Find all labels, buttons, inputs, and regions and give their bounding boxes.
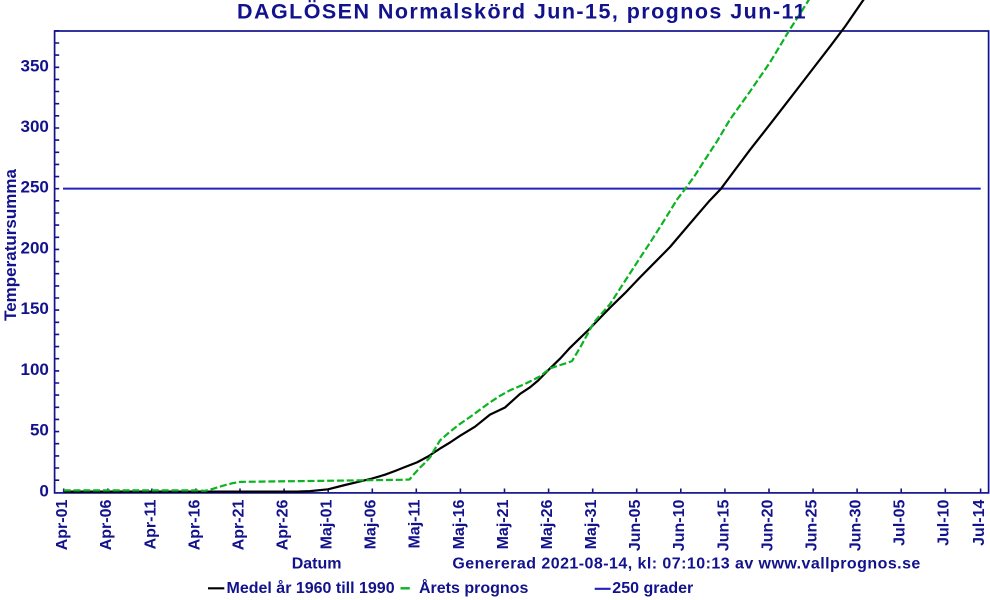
svg-text:Medel år 1960 till 1990: Medel år 1960 till 1990 (227, 579, 395, 597)
svg-text:Jun-20: Jun-20 (759, 500, 776, 552)
svg-text:200: 200 (21, 238, 49, 257)
svg-text:Apr-16: Apr-16 (186, 500, 203, 551)
svg-text:Apr-11: Apr-11 (142, 499, 159, 549)
svg-text:50: 50 (30, 421, 49, 440)
svg-text:Jun-25: Jun-25 (804, 500, 821, 552)
svg-text:Jul-05: Jul-05 (892, 500, 909, 546)
svg-text:Temperatursumma: Temperatursumma (1, 169, 20, 321)
svg-text:Maj-16: Maj-16 (451, 499, 468, 549)
svg-text:Apr-06: Apr-06 (98, 500, 115, 551)
svg-text:Datum: Datum (292, 555, 342, 572)
svg-text:Jul-10: Jul-10 (936, 500, 953, 546)
svg-text:250: 250 (21, 178, 49, 197)
svg-text:DAGLÖSEN Normalskörd Jun-15, p: DAGLÖSEN Normalskörd Jun-15, prognos Jun… (237, 0, 807, 24)
svg-text:150: 150 (21, 299, 49, 318)
svg-text:Jun-30: Jun-30 (848, 500, 865, 552)
svg-text:300: 300 (21, 117, 49, 136)
svg-text:Maj-31: Maj-31 (583, 499, 600, 549)
svg-text:Genererad 2021-08-14, kl: 07:1: Genererad 2021-08-14, kl: 07:10:13 av ww… (452, 555, 920, 572)
svg-text:Jun-05: Jun-05 (627, 500, 644, 552)
svg-text:100: 100 (21, 360, 49, 379)
svg-text:Maj-01: Maj-01 (319, 499, 336, 549)
svg-text:Årets prognos: Årets prognos (419, 578, 528, 597)
svg-text:Maj-06: Maj-06 (363, 499, 380, 549)
svg-text:Maj-26: Maj-26 (539, 499, 556, 549)
svg-text:Jul-14: Jul-14 (971, 500, 988, 546)
svg-text:Jun-15: Jun-15 (715, 500, 732, 552)
svg-text:250 grader: 250 grader (612, 580, 693, 597)
svg-text:0: 0 (39, 481, 48, 500)
svg-text:Jun-10: Jun-10 (671, 500, 688, 552)
svg-text:Apr-01: Apr-01 (54, 500, 71, 551)
svg-text:Maj-11: Maj-11 (407, 500, 424, 549)
svg-text:350: 350 (21, 56, 49, 75)
svg-text:Apr-26: Apr-26 (275, 500, 292, 551)
svg-text:Maj-21: Maj-21 (495, 499, 512, 549)
svg-text:Apr-21: Apr-21 (230, 500, 247, 551)
